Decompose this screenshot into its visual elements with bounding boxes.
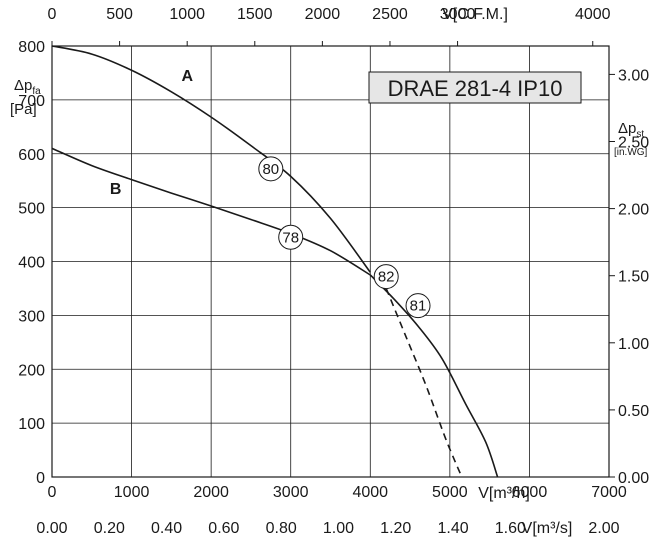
left-tick-label: 400 [18, 255, 45, 272]
bottom-tick-label: 4000 [352, 484, 388, 501]
bottom-secondary-tick-label: 1.20 [380, 520, 411, 537]
top-axis-label: V[C.F.M.] [442, 6, 508, 23]
left-tick-label: 100 [18, 416, 45, 433]
bottom-secondary-tick-label: 0.00 [36, 520, 67, 537]
right-tick-label: 0.50 [618, 403, 649, 420]
bottom-axis-label: V[m³/h] [478, 485, 530, 502]
bottom-secondary-tick-label: 0.40 [151, 520, 182, 537]
top-tick-label: 1000 [169, 6, 205, 23]
series-line-B [51, 147, 371, 276]
efficiency-marker-circle [258, 156, 284, 182]
grid-layer [52, 46, 609, 477]
bottom-secondary-tick-label: 1.60 [495, 520, 526, 537]
top-tick-label: 2000 [305, 6, 341, 23]
efficiency-marker-label: 78 [282, 229, 299, 246]
right-tick-label: 0.00 [618, 470, 649, 487]
left-tick-label: 200 [18, 362, 45, 379]
efficiency-marker-label: 80 [262, 161, 279, 178]
top-tick-label: 1500 [237, 6, 273, 23]
bottom-secondary-axis-label: V[m³/s] [522, 520, 573, 537]
top-tick-label: 3000 [440, 6, 476, 23]
left-axis-unit: [Pa] [10, 101, 37, 118]
bottom-secondary-tick-label: 0.20 [94, 520, 125, 537]
series-layer [51, 45, 499, 478]
series-line-A [51, 45, 371, 273]
right-tick-label: 1.00 [618, 336, 649, 353]
bottom-tick-label: 0 [48, 484, 57, 501]
annotation-layer: A B 80 78 82 81 [110, 68, 431, 319]
left-axis-label: Δpfa [14, 77, 41, 97]
title-box [368, 71, 582, 104]
series-line-extra-2 [369, 274, 499, 478]
bottom-secondary-tick-label: 2.00 [588, 520, 619, 537]
bottom-tick-label: 6000 [512, 484, 548, 501]
left-tick-label: 0 [36, 470, 45, 487]
efficiency-marker-circle [405, 293, 431, 319]
bottom-secondary-tick-label: 1.00 [323, 520, 354, 537]
efficiency-marker-circle [278, 224, 304, 250]
bottom-tick-label: 2000 [193, 484, 229, 501]
efficiency-marker-circle [373, 264, 399, 290]
series-line-extra-3 [385, 288, 463, 478]
bottom-secondary-tick-label: 0.80 [266, 520, 297, 537]
left-tick-label: 500 [18, 201, 45, 218]
left-tick-label: 700 [18, 93, 45, 110]
curve-label: A [181, 68, 193, 85]
curve-label: B [110, 181, 122, 198]
tick-layer: 0 1000 2000 3000 4000 5000 6000 700001002003004… [18, 6, 649, 537]
left-tick-label: 600 [18, 147, 45, 164]
bottom-secondary-tick-label: 0.60 [208, 520, 239, 537]
efficiency-marker-label: 82 [378, 269, 395, 286]
left-tick-label: 800 [18, 39, 45, 56]
right-axis-label: Δpst [618, 120, 644, 140]
left-tick-label: 300 [18, 308, 45, 325]
chart-title: DRAE 281-4 IP10 [388, 76, 563, 101]
bottom-tick-label: 7000 [591, 484, 627, 501]
bottom-tick-label: 3000 [273, 484, 309, 501]
bottom-tick-label: 5000 [432, 484, 468, 501]
top-tick-label: 500 [106, 6, 133, 23]
top-tick-label: 2500 [372, 6, 408, 23]
top-tick-label: 0 [48, 6, 57, 23]
top-tick-label: 4000 [575, 6, 611, 23]
right-tick-label: 2.00 [618, 202, 649, 219]
right-tick-label: 3.00 [618, 67, 649, 84]
right-tick-label: 1.50 [618, 269, 649, 286]
right-tick-label: 2.50 [618, 135, 649, 152]
efficiency-marker-label: 81 [410, 298, 427, 315]
bottom-secondary-tick-label: 1.40 [437, 520, 468, 537]
right-axis-unit: [in.WG] [614, 147, 648, 158]
bottom-tick-label: 1000 [114, 484, 150, 501]
